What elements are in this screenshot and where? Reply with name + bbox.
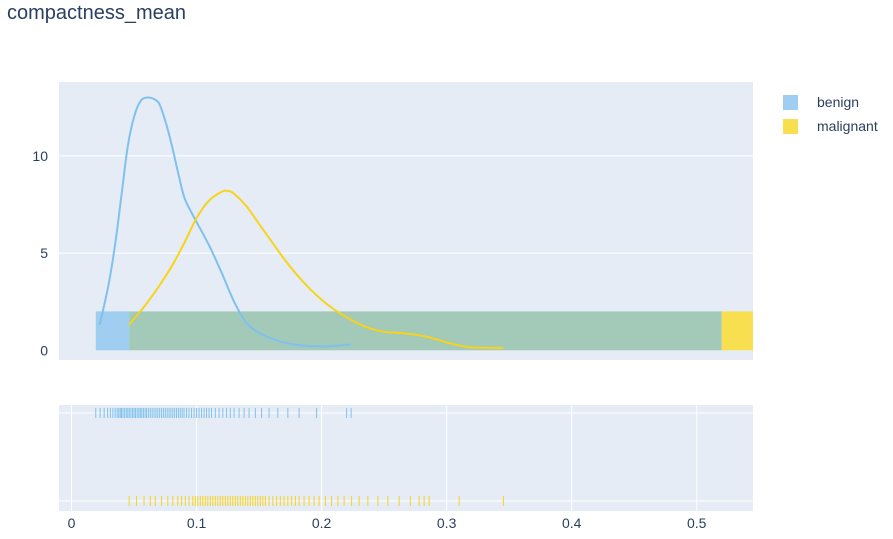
hist-bar-malignant bbox=[721, 311, 753, 351]
chart-title: compactness_mean bbox=[7, 2, 186, 24]
axis-ticks: 0 5 10 0 0.1 0.2 0.3 0.4 0.5 bbox=[32, 148, 706, 531]
x-tick-label: 0 bbox=[68, 515, 76, 531]
y-tick-label: 10 bbox=[32, 148, 48, 164]
kde-curves bbox=[98, 96, 504, 349]
histogram-bars bbox=[95, 311, 753, 351]
legend: benign malignant bbox=[783, 90, 878, 138]
y-tick-label: 0 bbox=[40, 342, 48, 358]
hist-bar-overlap bbox=[129, 311, 722, 351]
legend-item-benign[interactable]: benign bbox=[783, 90, 878, 114]
legend-label-benign: benign bbox=[817, 94, 860, 110]
x-tick-label: 0.2 bbox=[312, 515, 332, 531]
rug-plot-background bbox=[59, 405, 753, 511]
x-tick-label: 0.4 bbox=[562, 515, 582, 531]
legend-swatch-malignant bbox=[783, 118, 798, 134]
rug-marks bbox=[95, 408, 504, 506]
x-tick-label: 0.3 bbox=[437, 515, 457, 531]
x-tick-label: 0.5 bbox=[687, 515, 707, 531]
legend-item-malignant[interactable]: malignant bbox=[783, 114, 878, 138]
y-tick-label: 5 bbox=[40, 245, 48, 261]
x-tick-label: 0.1 bbox=[187, 515, 207, 531]
kde-curve-malignant bbox=[128, 189, 504, 349]
legend-label-malignant: malignant bbox=[817, 118, 878, 134]
legend-swatch-benign bbox=[783, 94, 798, 110]
kde-curve-benign bbox=[98, 96, 352, 348]
